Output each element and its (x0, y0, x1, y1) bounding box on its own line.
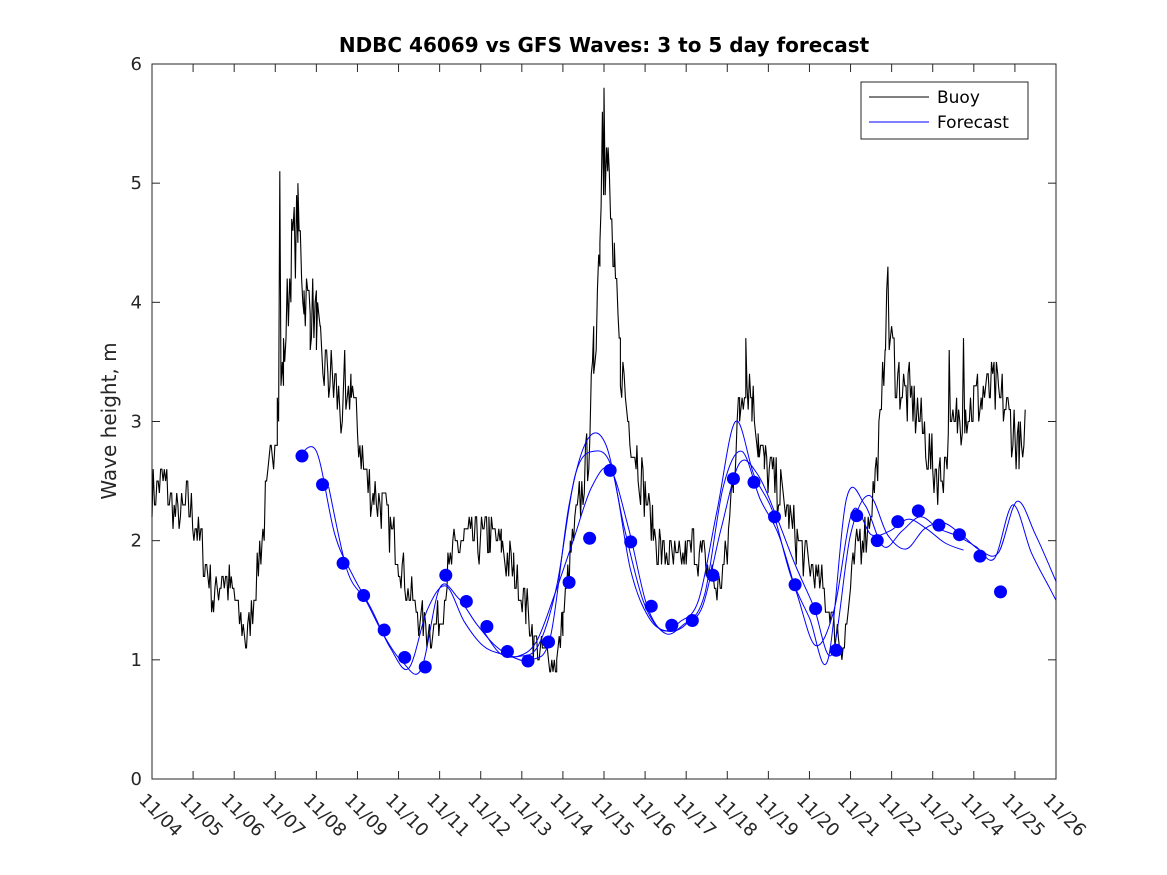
forecast-point-29 (891, 515, 905, 529)
forecast-point-4 (377, 623, 391, 637)
forecast-point-22 (747, 475, 761, 489)
forecast-point-20 (706, 568, 720, 582)
legend: Buoy Forecast (860, 81, 1029, 140)
forecast-point-27 (850, 509, 864, 523)
forecast-point-2 (336, 556, 350, 570)
forecast-point-28 (870, 534, 884, 548)
legend-forecast-label: Forecast (937, 113, 1009, 133)
y-tick-label-3: 3 (131, 412, 142, 433)
forecast-point-6 (418, 660, 432, 674)
forecast-point-34 (994, 585, 1008, 599)
forecast-point-10 (500, 644, 514, 658)
forecast-point-13 (562, 575, 576, 589)
buoy-series-line (151, 87, 1026, 673)
forecast-point-18 (665, 618, 679, 632)
y-tick-label-1: 1 (131, 650, 142, 671)
y-tick-label-0: 0 (131, 769, 142, 790)
forecast-point-5 (398, 650, 412, 664)
legend-box (860, 81, 1029, 140)
forecast-point-23 (768, 510, 782, 524)
forecast-point-33 (973, 549, 987, 563)
forecast-point-32 (952, 528, 966, 542)
forecast-point-0 (295, 449, 309, 463)
forecast-point-16 (624, 535, 638, 549)
y-tick-label-4: 4 (131, 292, 142, 313)
forecast-point-19 (685, 614, 699, 628)
forecast-point-26 (829, 643, 843, 657)
y-tick-label-5: 5 (131, 173, 142, 194)
y-tick-label-6: 6 (131, 54, 142, 75)
y-tick-label-2: 2 (131, 531, 142, 552)
y-axis-label: Wave height, m (97, 342, 121, 499)
forecast-point-25 (809, 602, 823, 616)
forecast-point-31 (932, 518, 946, 532)
forecast-point-7 (439, 568, 453, 582)
forecast-point-12 (542, 635, 556, 649)
forecast-point-8 (459, 594, 473, 608)
forecast-series-line-0 (297, 446, 964, 671)
forecast-point-17 (644, 599, 658, 613)
forecast-point-30 (911, 504, 925, 518)
legend-buoy-label: Buoy (937, 88, 980, 108)
forecast-point-21 (726, 472, 740, 486)
forecast-point-14 (583, 531, 597, 545)
forecast-point-24 (788, 578, 802, 592)
forecast-point-9 (480, 619, 494, 633)
forecast-point-11 (521, 654, 535, 668)
forecast-point-3 (357, 588, 371, 602)
forecast-point-15 (603, 463, 617, 477)
chart-title: NDBC 46069 vs GFS Waves: 3 to 5 day fore… (339, 33, 870, 57)
forecast-point-1 (316, 478, 330, 492)
